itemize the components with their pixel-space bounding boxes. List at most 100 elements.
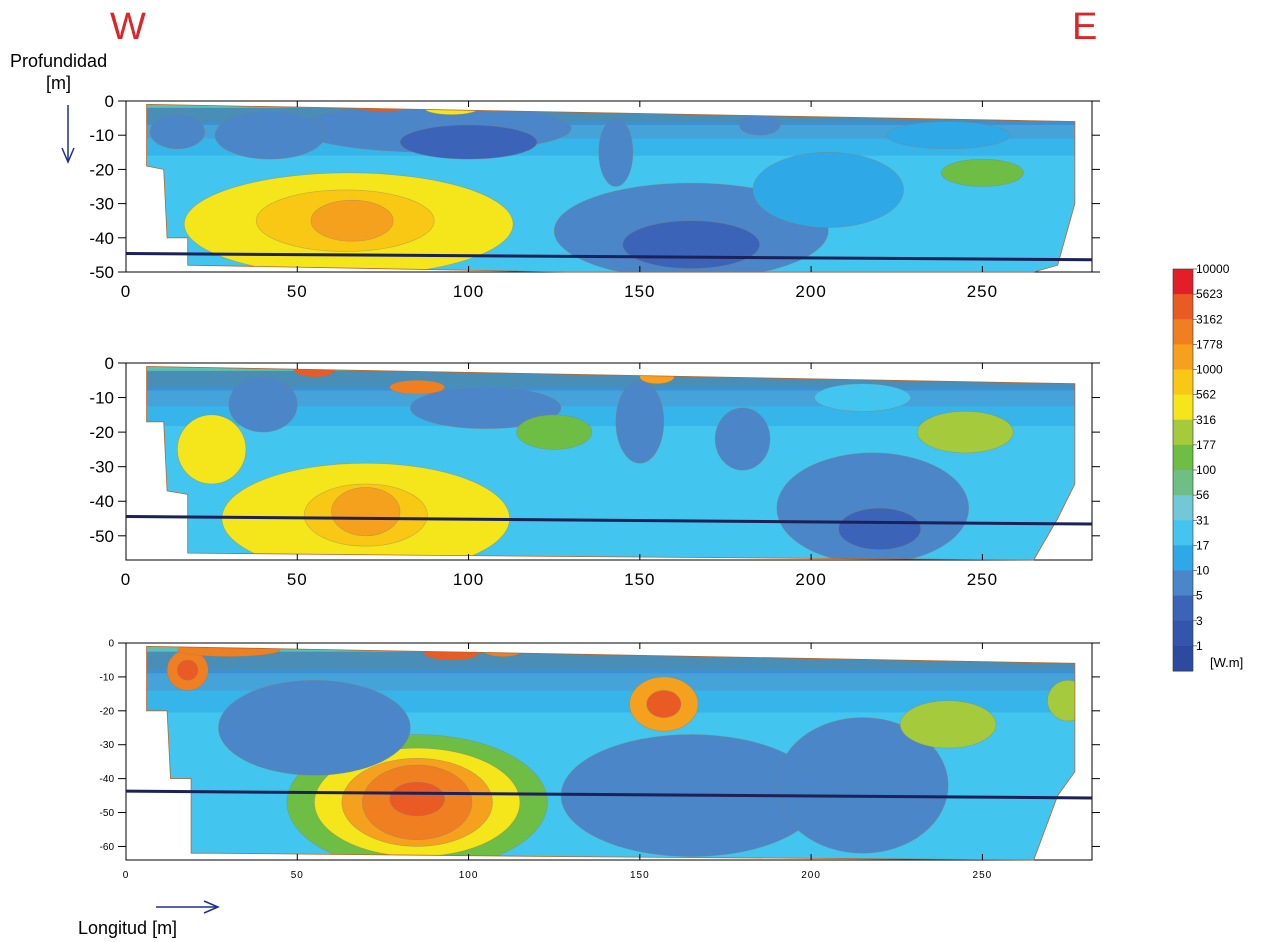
y-tick-label: -40 (89, 492, 114, 511)
y-tick-label: -20 (89, 423, 114, 442)
resistivity-anomaly-16 (177, 643, 280, 657)
x-tick-label: 50 (287, 282, 308, 301)
colorbar-label: 17 (1196, 538, 1210, 552)
resistivity-anomaly-14 (917, 411, 1013, 452)
x-tick-label: 0 (121, 570, 131, 589)
resistivity-anomaly-7 (616, 380, 664, 463)
x-tick-label: 250 (967, 282, 998, 301)
depth-axis-title-line1: Profundidad (10, 50, 107, 72)
colorbar-band (1173, 294, 1193, 320)
colorbar-band (1173, 319, 1193, 345)
colorbar-label: 177 (1196, 438, 1216, 452)
x-tick-label: 200 (795, 570, 826, 589)
x-tick-label: 50 (287, 570, 308, 589)
colorbar-label: 56 (1196, 488, 1210, 502)
resistivity-anomaly-12 (390, 380, 445, 394)
colorbar-band (1173, 646, 1193, 672)
resistivity-anomaly-17 (1047, 680, 1088, 721)
length-axis-title: Longitud [m] (78, 918, 177, 939)
y-tick-label: -50 (89, 263, 114, 282)
x-tick-label: 100 (453, 570, 484, 589)
resistivity-section (126, 363, 1092, 574)
x-tick-label: 100 (459, 870, 479, 881)
resistivity-anomaly-11 (599, 118, 633, 186)
colorbar-band (1173, 495, 1193, 521)
colorbar-label: 10 (1196, 564, 1210, 578)
y-tick-label: -20 (100, 706, 115, 717)
section-panel-3: 0 50 100 150 200 2500-10-20-30-40-50-60 (100, 639, 1100, 882)
colorbar-band (1173, 470, 1193, 496)
resistivity-anomaly-10 (839, 508, 921, 549)
y-tick-label: -10 (100, 672, 115, 683)
x-tick-label: 50 (291, 870, 304, 881)
x-tick-label: 0 (121, 282, 131, 301)
resistivity-anomaly-3 (332, 487, 401, 535)
colorbar-label: 10000 (1196, 262, 1230, 276)
y-tick-label: -50 (100, 808, 115, 819)
x-tick-label: 200 (801, 870, 821, 881)
resistivity-anomaly-16 (815, 384, 911, 412)
x-tick-label: 200 (795, 282, 826, 301)
x-tick-label: 250 (967, 570, 998, 589)
colorbar-band (1173, 420, 1193, 446)
y-tick-label: -20 (89, 160, 114, 179)
y-tick-label: -40 (100, 774, 115, 785)
resistivity-anomaly-15 (517, 415, 592, 450)
resistivity-anomaly-15 (482, 643, 523, 657)
colorbar-band (1173, 344, 1193, 370)
x-tick-label: 100 (453, 282, 484, 301)
colorbar-label: 1 (1196, 639, 1203, 653)
colorbar-label: 5 (1196, 589, 1203, 603)
resistivity-anomaly-13 (900, 701, 996, 748)
x-tick-label: 150 (630, 870, 650, 881)
resistivity-anomaly-3 (311, 200, 393, 241)
resistivity-anomaly-14 (941, 159, 1023, 186)
resistivity-anomaly-10 (753, 152, 904, 227)
resistivity-anomaly-8 (715, 408, 770, 470)
east-label: E (1072, 6, 1097, 49)
y-tick-label: -40 (89, 229, 114, 248)
colorbar-band (1173, 621, 1193, 647)
colorbar-label: 316 (1196, 413, 1216, 427)
resistivity-anomaly-7 (150, 115, 205, 149)
resistivity-anomaly-7 (177, 660, 198, 680)
colorbar-band (1173, 370, 1193, 396)
colorbar-band (1173, 545, 1193, 571)
resistivity-anomaly-10 (218, 680, 410, 775)
colorbar-label: 562 (1196, 388, 1216, 402)
colorbar-label: 3162 (1196, 312, 1223, 326)
y-tick-label: 0 (108, 639, 114, 650)
y-tick-label: -10 (89, 126, 114, 145)
depth-axis-title-line2: [m] (10, 72, 107, 94)
depth-axis-title: Profundidad [m] (10, 50, 107, 94)
resistivity-anomaly-16 (739, 115, 780, 136)
resistivity-section (126, 643, 1092, 870)
colorbar: 1 3 5 10 17 31 56 100 177 316 562 1000 1778 3162 5623 1… (1173, 262, 1230, 672)
y-tick-label: 0 (105, 92, 114, 111)
resistivity-anomaly-6 (229, 377, 298, 432)
resistivity-unit-label: [W.m] (1210, 655, 1243, 670)
y-tick-label: -30 (100, 740, 115, 751)
colorbar-band (1173, 571, 1193, 597)
resistivity-anomaly-9 (623, 221, 760, 269)
resistivity-anomaly-5 (400, 125, 537, 159)
y-tick-label: -30 (89, 195, 114, 214)
resistivity-anomaly-6 (215, 111, 325, 159)
y-tick-label: -30 (89, 458, 114, 477)
resistivity-anomaly-15 (886, 122, 1009, 149)
y-tick-label: -60 (100, 842, 115, 853)
west-label: W (110, 6, 146, 49)
colorbar-label: 31 (1196, 513, 1210, 527)
resistivity-anomaly-4 (177, 415, 246, 484)
colorbar-band (1173, 596, 1193, 622)
section-panel-2: 0 50 100 150 200 250 0 -10 -20 -30 -40 -50 (89, 354, 1100, 589)
colorbar-band (1173, 269, 1193, 295)
x-tick-label: 150 (624, 282, 655, 301)
resistivity-section (126, 98, 1092, 279)
y-tick-label: 0 (105, 354, 114, 373)
colorbar-label: 5623 (1196, 287, 1223, 301)
y-tick-label: -10 (89, 389, 114, 408)
x-tick-label: 250 (973, 870, 993, 881)
resistivity-anomaly-9 (647, 690, 681, 717)
